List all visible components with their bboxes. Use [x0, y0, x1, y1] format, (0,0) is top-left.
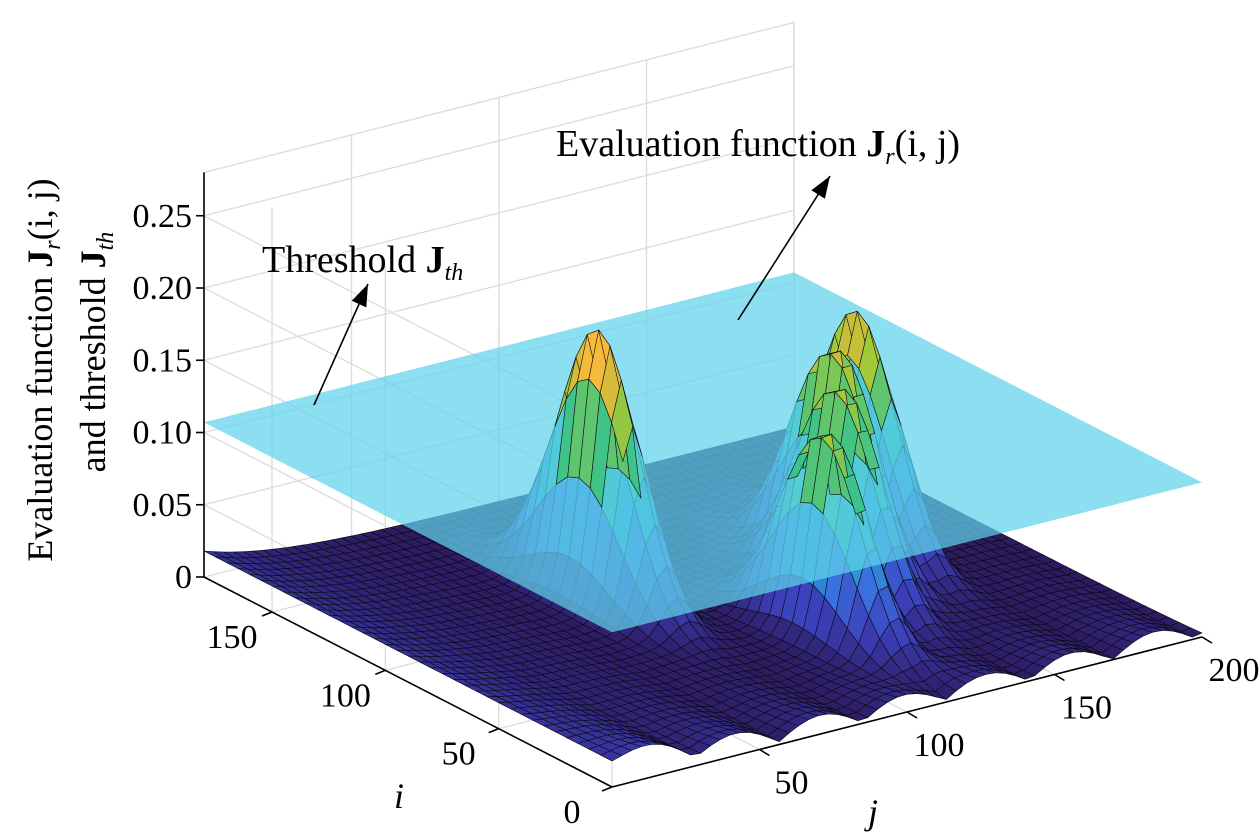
threshold-arrow-head: [351, 284, 368, 308]
evaluation-arrow: [737, 175, 831, 321]
surface-patch: [1180, 627, 1203, 638]
z-tick-label: 0.15: [133, 342, 193, 379]
i-tick: [488, 727, 499, 734]
i-tick-label: 150: [207, 619, 258, 656]
j-tick-label: 200: [1209, 652, 1260, 689]
j-tick-label: 100: [914, 727, 965, 764]
j-tick: [1054, 673, 1065, 682]
z-axis-label-line-1: Evaluation function Jr(i, j): [20, 178, 66, 561]
surface-front: [554, 310, 902, 526]
annotation-arrows: [313, 175, 831, 406]
j-tick-label: 50: [775, 765, 809, 802]
threshold-arrow: [313, 283, 369, 406]
threshold-annotation: Threshold Jth: [262, 239, 463, 286]
surface-patch: [621, 380, 643, 458]
z-axis-label-2: and threshold Jth: [73, 232, 119, 473]
surface-patch: [879, 357, 902, 427]
j-tick: [906, 711, 918, 719]
j-tick-label: 150: [1061, 690, 1112, 727]
evaluation-annotation: Evaluation function Jr(i, j): [556, 123, 960, 170]
i-tick: [375, 669, 386, 676]
z-axis-label: Evaluation function Jr(i, j): [20, 178, 66, 561]
surface-patch: [843, 473, 866, 515]
i-tick-label: 100: [320, 677, 371, 714]
z-tick-label: 0.20: [133, 270, 193, 307]
surface-patch: [857, 430, 880, 470]
evaluation-arrow-head: [811, 176, 830, 199]
threshold-plane-surface: [204, 272, 1202, 633]
i-tick: [261, 611, 273, 617]
i-tick: [601, 786, 613, 792]
z-tick-label: 0.10: [133, 415, 193, 452]
grid-line: [203, 21, 795, 174]
j-tick: [1201, 636, 1213, 644]
i-tick-label: 50: [442, 736, 476, 773]
i-tick-label: 0: [564, 794, 581, 831]
j-tick: [759, 748, 770, 757]
j-axis-letter: j: [864, 792, 878, 832]
z-tick-label: 0: [175, 559, 192, 596]
axes: 50 100 150 200 0 50 100 150 0 0.05 0.10 0.15 0.20 0.2…: [133, 172, 1260, 831]
z-tick-label: 0.05: [133, 487, 193, 524]
z-axis-label-line-2: and threshold Jth: [73, 232, 119, 473]
threshold-plane: [204, 272, 1202, 633]
z-tick-label: 0.25: [133, 198, 193, 235]
i-axis-letter: i: [394, 776, 404, 816]
